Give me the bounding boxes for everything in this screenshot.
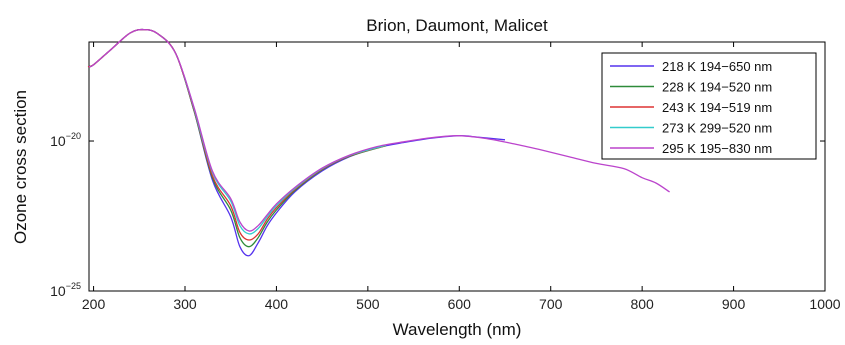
y-tick-exponent: −20	[66, 131, 81, 141]
x-tick-label: 300	[173, 296, 197, 312]
series-line-4	[88, 28, 670, 232]
series-line-2	[87, 28, 386, 241]
legend-box	[601, 52, 817, 160]
legend-label: 218 K 194−650 nm	[662, 59, 772, 74]
legend-label: 228 K 194−520 nm	[662, 80, 772, 95]
x-tick-label: 1000	[809, 296, 840, 312]
y-axis-title: Ozone cross section	[11, 90, 30, 244]
series-layer	[87, 28, 670, 257]
x-axis-title: Wavelength (nm)	[393, 320, 522, 339]
y-tick-base: 10	[50, 133, 66, 149]
x-tick-label: 500	[356, 296, 380, 312]
x-axis: 200 300 400 500 600 700 800 900 1000	[82, 42, 841, 312]
x-tick-label: 600	[448, 296, 472, 312]
x-tick-label: 900	[722, 296, 746, 312]
x-tick-label: 700	[539, 296, 563, 312]
chart-title: Brion, Daumont, Malicet	[366, 16, 548, 35]
legend-label: 273 K 299−520 nm	[662, 121, 772, 136]
x-tick-label: 400	[265, 296, 289, 312]
y-tick-base: 10	[50, 283, 66, 299]
legend: 218 K 194−650 nm 228 K 194−520 nm 243 K 19…	[601, 52, 817, 160]
legend-label: 295 K 195−830 nm	[662, 141, 772, 156]
y-tick-exponent: −25	[66, 281, 81, 291]
x-tick-label: 200	[82, 296, 106, 312]
y-tick-label: 10−20	[50, 131, 81, 149]
legend-label: 243 K 194−519 nm	[662, 100, 772, 115]
y-tick-label: 10−25	[50, 281, 81, 299]
x-tick-label: 800	[630, 296, 654, 312]
plot-frame	[88, 41, 826, 292]
series-line-0	[87, 28, 506, 257]
